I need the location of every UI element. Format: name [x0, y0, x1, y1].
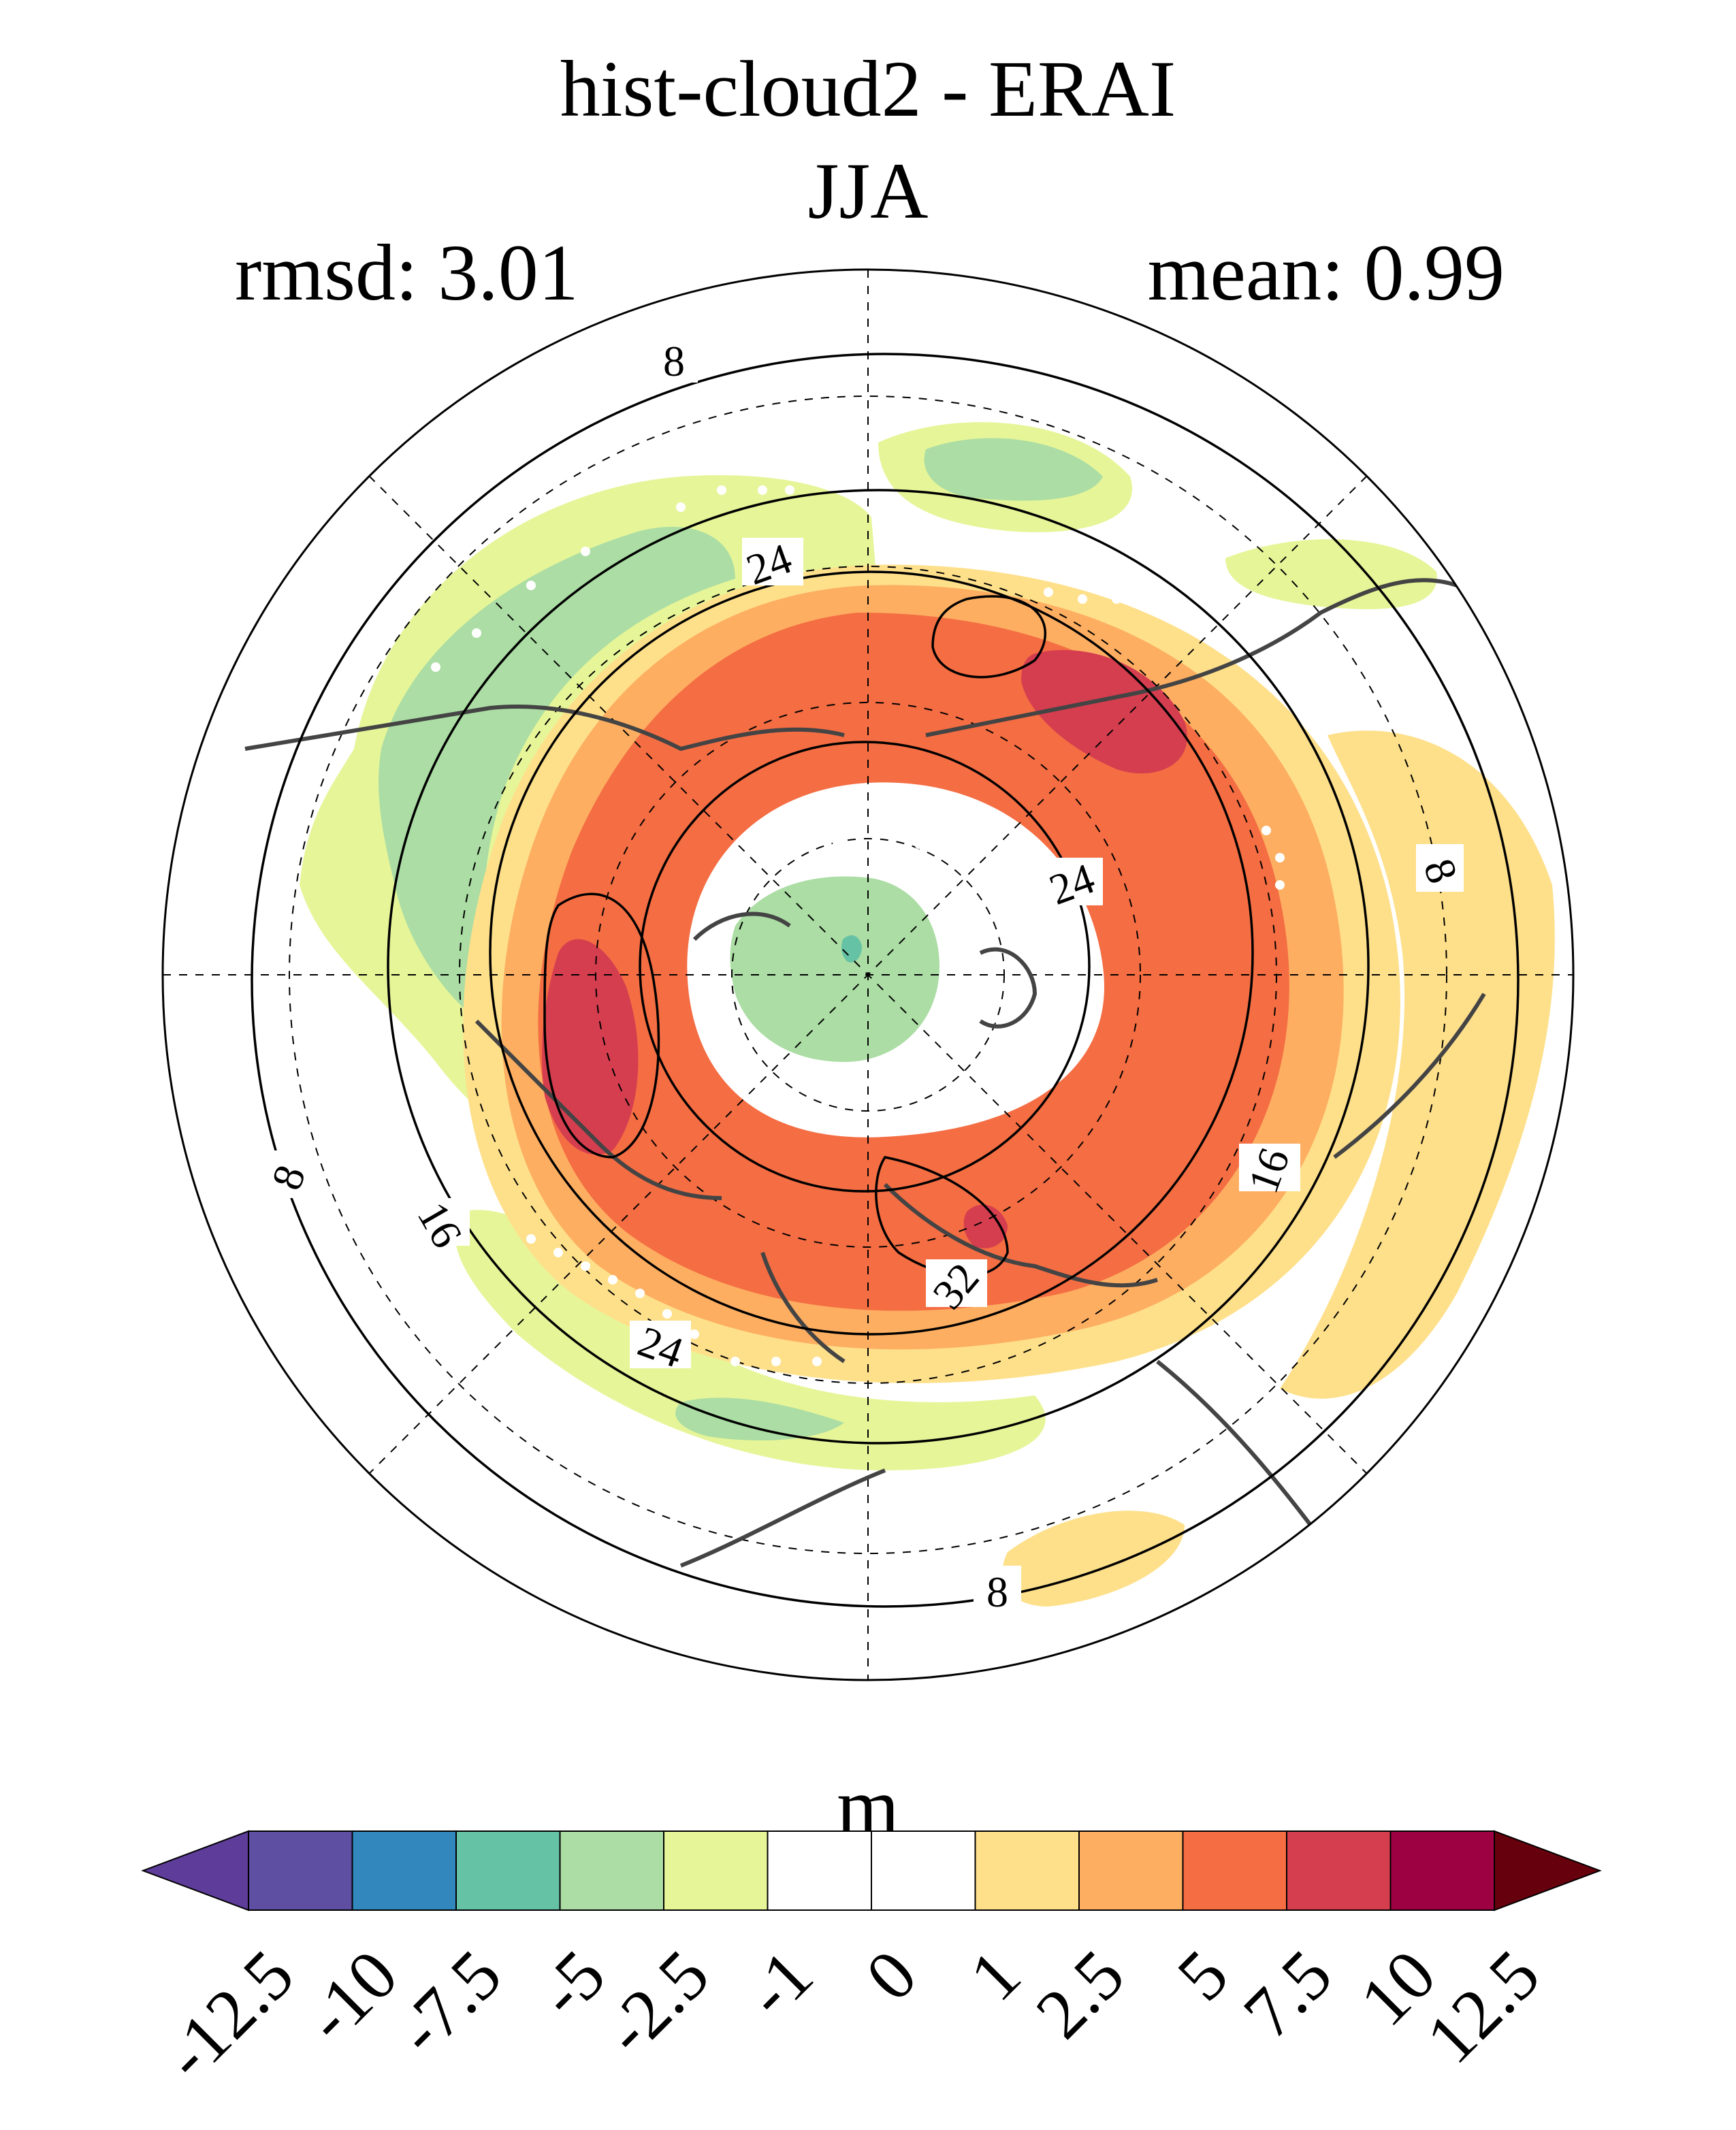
rmsd-label: rmsd: 3.01	[235, 228, 579, 317]
field-weak-negative-3	[1225, 539, 1437, 609]
colorbar-box	[974, 1830, 1080, 1911]
colorbar-tick-label: 0	[851, 1935, 931, 2016]
anomaly-fields	[300, 422, 1555, 1607]
contour-labels: 8 24 24 8 8 16 24 32 16 8	[262, 335, 1467, 1616]
colorbar-box	[871, 1830, 976, 1911]
coastlines	[244, 578, 1486, 1568]
contour-label: 8	[986, 1568, 1008, 1616]
colorbar-box	[559, 1830, 664, 1911]
field-arctic-core	[841, 935, 862, 963]
colorbar-tick-label: 12.5	[1411, 1935, 1554, 2078]
colorbar-box	[455, 1830, 561, 1911]
colorbar-tick-label: 5	[1163, 1935, 1243, 2016]
polar-map: 8 24 24 8 8 16 24 32 16 8	[161, 268, 1575, 1681]
season-label: JJA	[807, 146, 929, 236]
mean-label: mean: 0.99	[1147, 228, 1505, 317]
colorbar-tick-label: 1	[955, 1935, 1035, 2016]
field-core-northeast	[1021, 649, 1187, 774]
colorbar-box	[248, 1830, 353, 1911]
colorbar-tick-label: -2.5	[590, 1935, 724, 2070]
field-weak-positive-south	[1002, 1511, 1185, 1607]
colorbar-box	[663, 1830, 769, 1911]
colorbar-tick-label: -10	[290, 1935, 412, 2057]
field-moderate-negative-2	[924, 438, 1103, 501]
colorbar-tick-label: -12.5	[149, 1935, 309, 2095]
colorbar-lower-arrow	[141, 1830, 249, 1911]
colorbar-box	[1182, 1830, 1287, 1911]
colorbar-box	[1389, 1830, 1495, 1911]
field-strong-positive	[538, 613, 1289, 1311]
colorbar-tick-label: -7.5	[382, 1935, 517, 2070]
field-core-west	[542, 939, 639, 1155]
graticule	[163, 270, 1573, 1680]
colorbar-box	[1078, 1830, 1184, 1911]
colorbar-box	[351, 1830, 457, 1911]
field-moderate-negative	[379, 526, 735, 1035]
field-core-south	[963, 1204, 1008, 1248]
colorbar-box	[1286, 1830, 1392, 1911]
colorbar-tick-label: 2.5	[1021, 1935, 1139, 2053]
colorbar-tick-label: 7.5	[1229, 1935, 1347, 2053]
map-title: hist-cloud2 - ERAI	[560, 44, 1176, 133]
contour-label: 8	[663, 337, 685, 385]
field-moderate-negative-3	[675, 1398, 844, 1440]
colorbar-box	[767, 1830, 872, 1911]
colorbar-tick-label: -1	[730, 1935, 828, 2033]
colorbar-upper-arrow	[1494, 1830, 1602, 1911]
significance-stipples	[431, 485, 1285, 1366]
map-border	[161, 268, 1575, 1681]
field-weak-positive-east	[1280, 730, 1555, 1399]
